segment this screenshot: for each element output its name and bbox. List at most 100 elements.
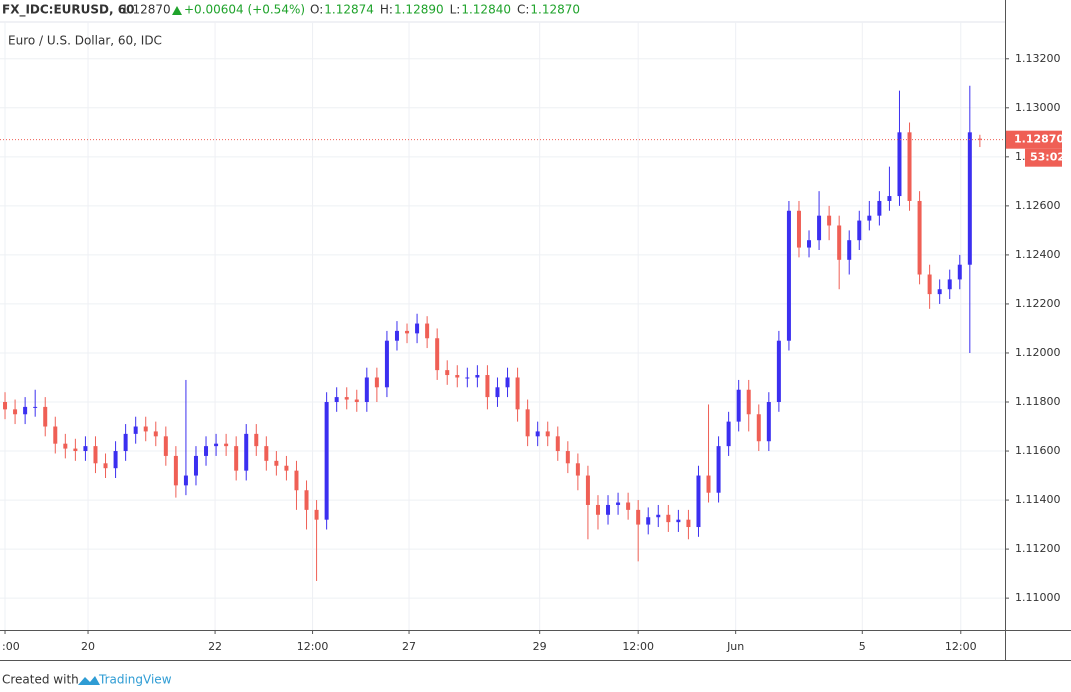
candle-body: [947, 279, 952, 290]
ohlc-name: C:: [517, 3, 529, 17]
candle-body: [344, 397, 349, 400]
candle-body: [455, 375, 460, 378]
candle-body: [626, 502, 631, 510]
change: +0.00604 (+0.54%): [184, 3, 305, 17]
candle-body: [606, 504, 611, 515]
candle-body: [113, 451, 118, 469]
candle-body: [465, 377, 470, 379]
candle-body: [284, 465, 289, 471]
candle-body: [957, 264, 962, 280]
candle-body: [937, 289, 942, 295]
candle-body: [214, 443, 219, 447]
candle-body: [374, 377, 379, 388]
candle-body: [274, 460, 279, 466]
candle-body: [827, 215, 832, 226]
tv-logo: [78, 676, 100, 685]
candle-body: [475, 375, 480, 378]
candle-body: [485, 375, 490, 398]
candle-body: [143, 426, 148, 432]
ohlc-header: O: 1.12874 H: 1.12890 L: 1.12840 C: 1.12870: [310, 3, 580, 17]
footer-text: Created with: [2, 673, 79, 687]
candle-body: [153, 431, 158, 437]
candle-body: [756, 414, 761, 442]
up-arrow: [172, 6, 182, 15]
candle-body: [495, 387, 500, 398]
candle-body: [736, 389, 741, 422]
y-tick-label: 1.12000: [1015, 346, 1061, 359]
candle-body: [867, 215, 872, 221]
candle-body: [73, 448, 78, 452]
candle-body: [173, 455, 178, 486]
candle-body: [786, 210, 791, 341]
candle-body: [394, 330, 399, 341]
ohlc-value: 1.12890: [394, 3, 444, 17]
candle-body: [425, 323, 430, 339]
y-tick-label: 1.11200: [1015, 542, 1061, 555]
x-tick-label: 22: [208, 640, 222, 653]
countdown: 53:02: [1030, 151, 1065, 164]
candle-body: [837, 225, 842, 260]
candle-body: [545, 431, 550, 437]
candle-body: [415, 323, 420, 334]
last-price-label: 1.12870: [1014, 133, 1064, 146]
candle-body: [616, 502, 621, 505]
candle-body: [726, 421, 731, 447]
y-tick-label: 1.12600: [1015, 199, 1061, 212]
x-tick-label: Jun: [726, 640, 744, 653]
ohlc-name: O:: [310, 3, 323, 17]
y-tick-label: 1.13000: [1015, 101, 1061, 114]
candle-body: [314, 509, 319, 520]
candle-body: [776, 340, 781, 402]
last-price-header: 1.12870: [121, 3, 171, 17]
y-tick-label: 1.11600: [1015, 444, 1061, 457]
candle-body: [33, 406, 38, 408]
candle-body: [193, 455, 198, 476]
y-tick-label: 1.12200: [1015, 297, 1061, 310]
subtitle: Euro / U.S. Dollar, 60, IDC: [8, 34, 162, 48]
x-tick-label: 12:00: [297, 640, 329, 653]
y-tick-label: 1.11800: [1015, 395, 1061, 408]
candle-body: [907, 132, 912, 201]
candle-body: [555, 436, 560, 452]
ohlc-name: L:: [450, 3, 461, 17]
candle-body: [847, 240, 852, 260]
candle-body: [666, 514, 671, 523]
last-price-box: [1006, 130, 1062, 149]
candle-body: [796, 210, 801, 248]
candle-body: [716, 446, 721, 493]
x-tick-label: 5: [859, 640, 866, 653]
candle-body: [887, 196, 892, 201]
ohlc-name: H:: [380, 3, 393, 17]
candle-body: [133, 426, 138, 434]
candle-body: [967, 132, 972, 265]
candle-body: [244, 433, 249, 471]
candle-body: [646, 517, 651, 525]
candle-body: [234, 446, 239, 471]
x-tick-label: :00: [2, 640, 20, 653]
candle-body: [43, 406, 48, 427]
candle-body: [254, 433, 259, 447]
candle-body: [304, 490, 309, 510]
candle-body: [354, 399, 359, 402]
candle-body: [746, 389, 751, 415]
candle-body: [676, 519, 681, 523]
candle-body: [264, 446, 269, 461]
candle-body: [204, 446, 209, 456]
candle-body: [766, 402, 771, 442]
candle-body: [83, 446, 88, 452]
candle-body: [817, 215, 822, 241]
candles: [3, 85, 982, 581]
candle-body: [13, 409, 18, 415]
candle-body: [445, 370, 450, 376]
candle-body: [877, 200, 882, 216]
x-tick-label: 20: [81, 640, 95, 653]
candle-body: [224, 443, 229, 447]
candle-body: [696, 475, 701, 528]
candle-body: [807, 240, 812, 248]
candle-body: [535, 431, 540, 437]
y-tick-label: 1.12400: [1015, 248, 1061, 261]
symbol: FX_IDC:EURUSD, 60: [2, 3, 134, 18]
candle-body: [63, 443, 68, 449]
candle-body: [163, 436, 168, 456]
candle-body: [575, 463, 580, 476]
